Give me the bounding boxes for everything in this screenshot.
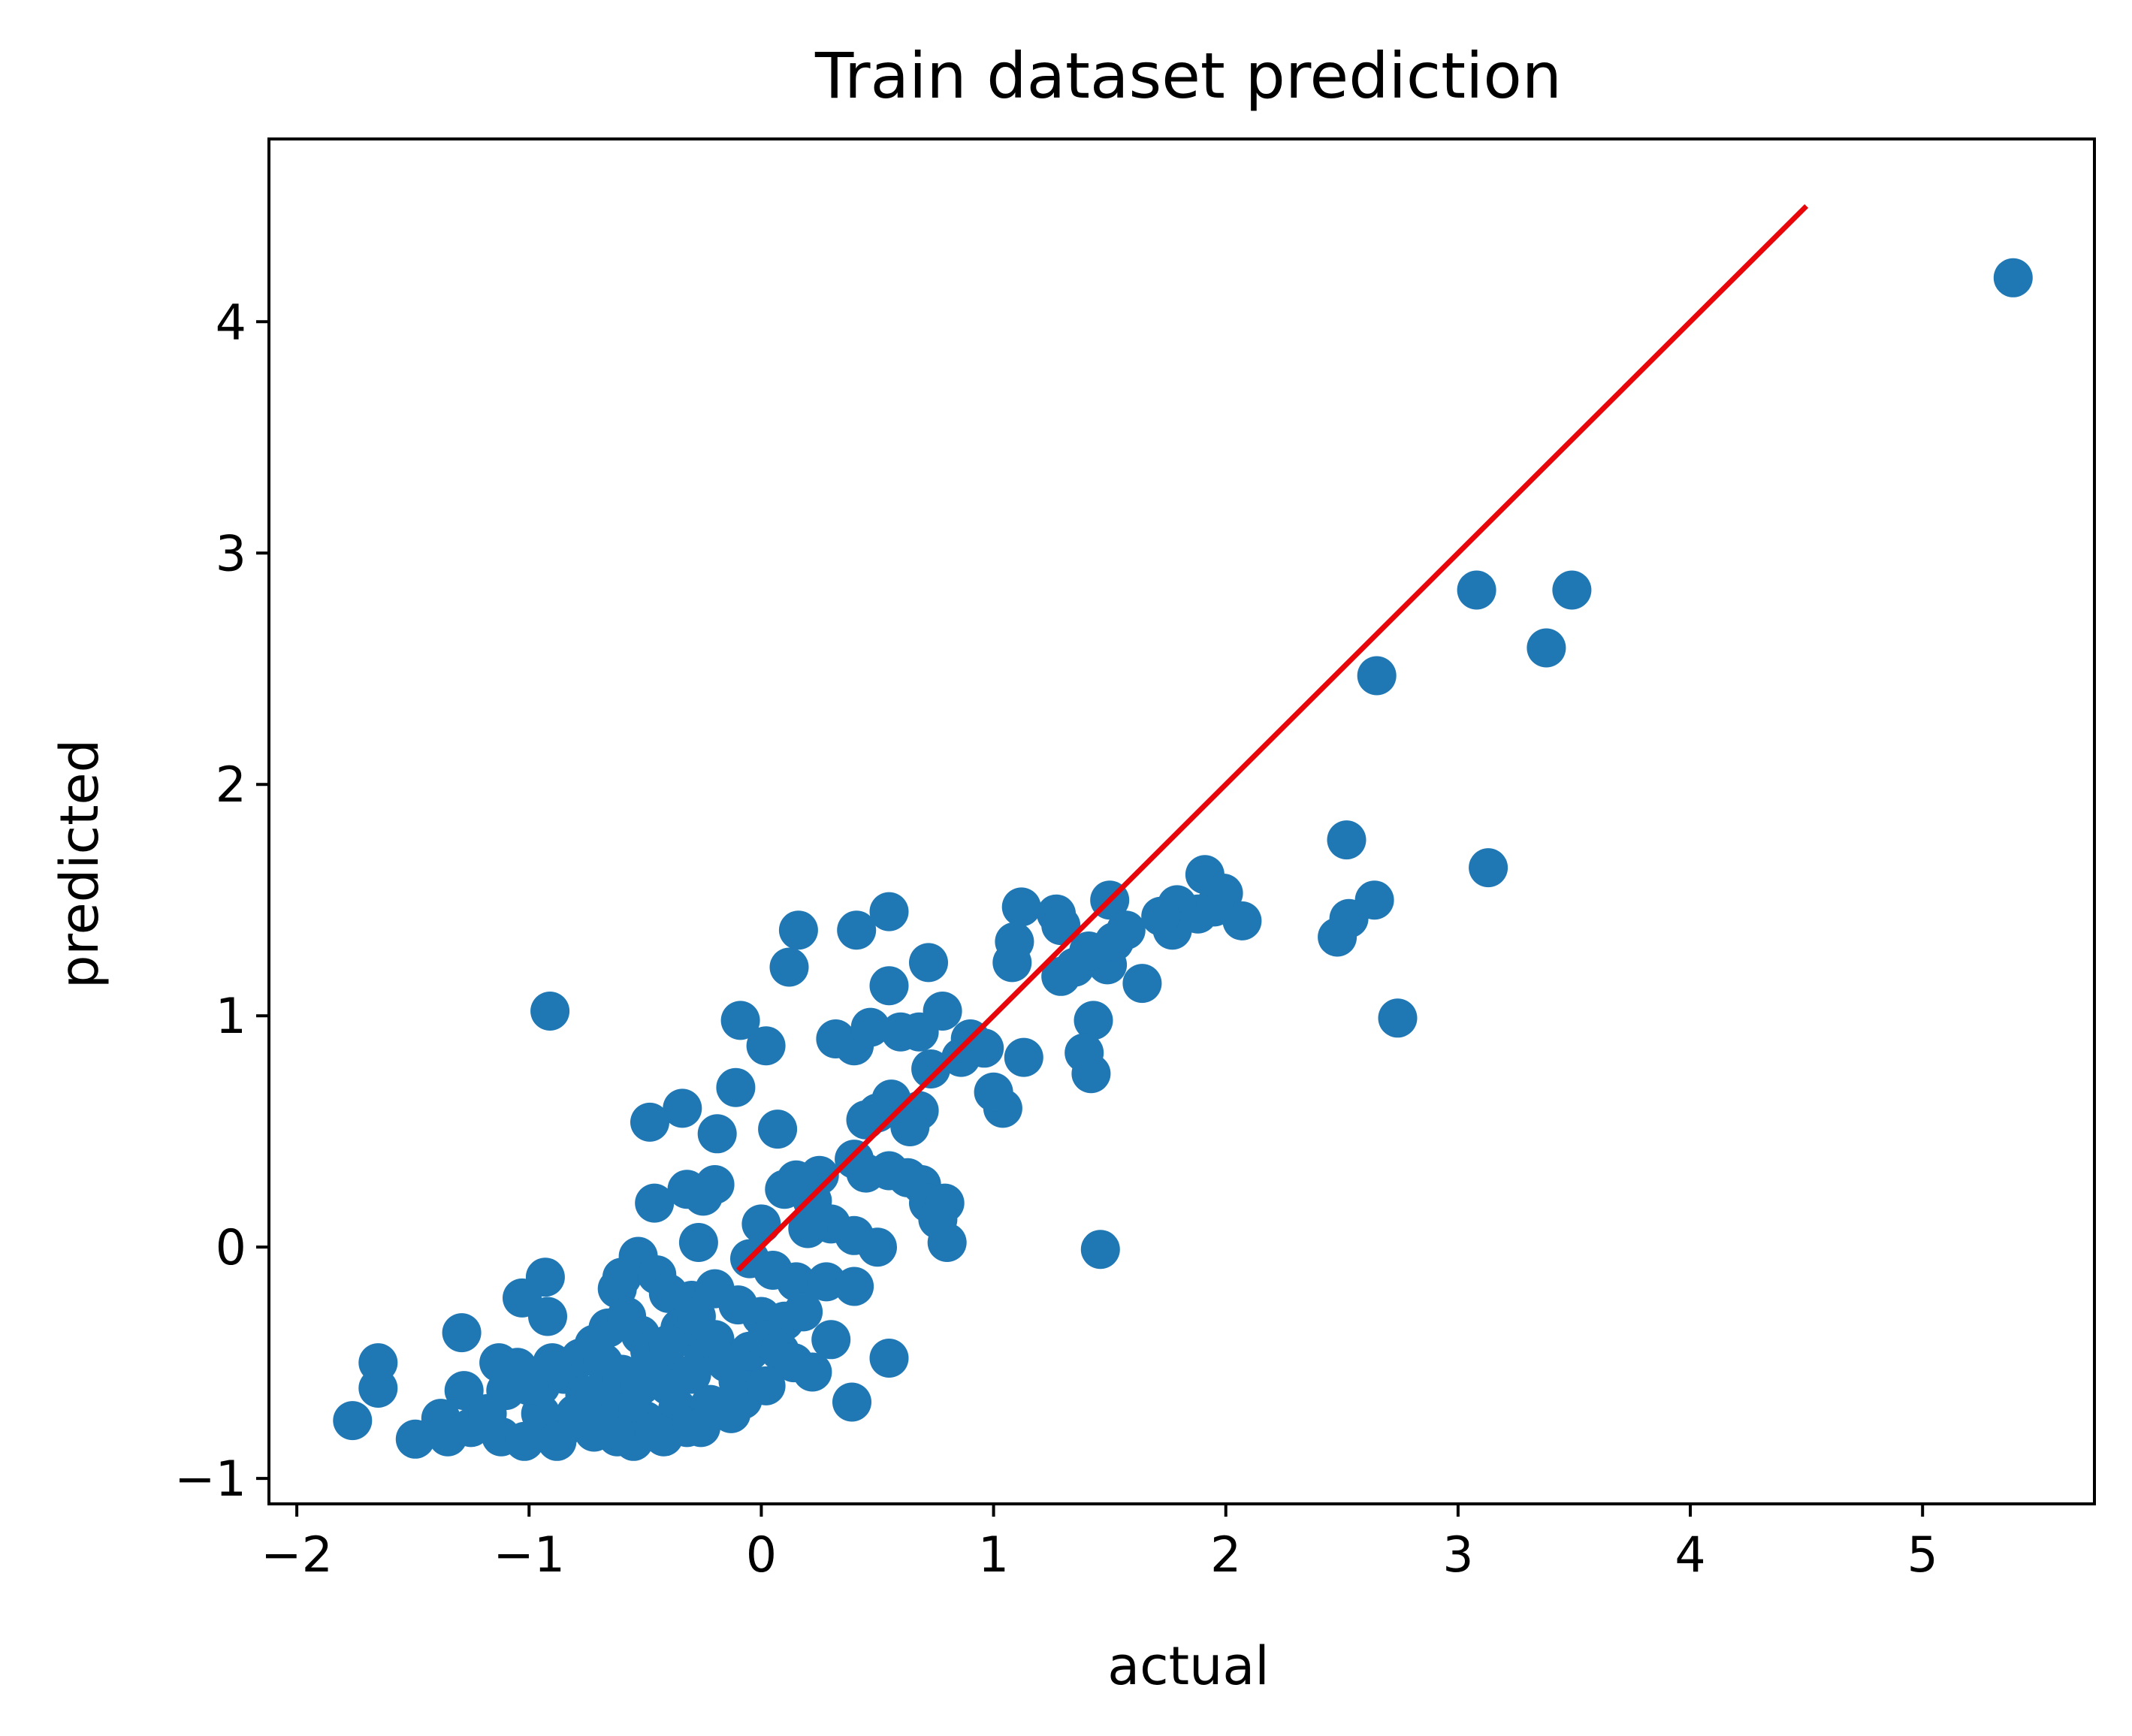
x-tick-label: −2 — [261, 1527, 333, 1584]
data-point — [635, 1183, 675, 1223]
y-tick-label: 2 — [216, 757, 246, 814]
x-axis-label: actual — [1107, 1635, 1270, 1697]
data-point — [1122, 964, 1162, 1004]
scatter-points — [333, 258, 2033, 1461]
data-point — [909, 943, 948, 983]
data-point — [1069, 931, 1109, 971]
data-point — [741, 1204, 781, 1244]
y-tick-label: 1 — [216, 989, 246, 1045]
reference-line — [736, 204, 1809, 1273]
reference-line-layer — [736, 204, 1809, 1273]
data-point — [716, 1067, 756, 1107]
data-point — [676, 1297, 716, 1336]
data-point — [890, 1107, 930, 1146]
data-point — [869, 966, 909, 1006]
y-axis-ticks: −1 0 1 2 3 4 — [174, 294, 269, 1508]
y-tick-label: 3 — [216, 526, 246, 582]
data-point — [1993, 258, 2033, 297]
data-point — [911, 1049, 951, 1088]
data-point — [837, 910, 877, 950]
data-point — [784, 1292, 823, 1332]
data-point — [769, 947, 809, 987]
data-point — [835, 1267, 874, 1306]
data-point — [442, 1313, 482, 1353]
data-point — [648, 1324, 688, 1364]
data-point — [992, 943, 1032, 983]
x-tick-label: 3 — [1442, 1527, 1473, 1584]
data-point — [869, 892, 909, 931]
data-point — [663, 1088, 702, 1128]
data-point — [1074, 1001, 1113, 1040]
data-point — [776, 1262, 816, 1302]
data-point — [974, 1072, 1013, 1112]
data-point — [537, 1421, 577, 1461]
data-point — [1106, 910, 1146, 950]
data-point — [684, 1176, 723, 1216]
data-point — [602, 1257, 642, 1297]
data-point — [1004, 1037, 1043, 1077]
y-axis-label: predicted — [49, 739, 110, 989]
data-point — [927, 1223, 967, 1262]
data-point — [811, 1320, 851, 1360]
data-point — [746, 1026, 786, 1066]
data-point — [1141, 896, 1181, 936]
data-point — [720, 1001, 760, 1040]
chart-title: Train dataset prediction — [814, 39, 1562, 113]
data-point — [1457, 570, 1496, 610]
x-tick-label: 4 — [1674, 1527, 1705, 1584]
data-point — [697, 1114, 737, 1154]
data-point — [530, 992, 570, 1031]
data-point — [746, 1366, 786, 1405]
data-point — [509, 1366, 549, 1405]
data-point — [758, 1110, 798, 1149]
data-point — [681, 1408, 720, 1448]
data-point — [528, 1297, 567, 1336]
data-point — [1552, 570, 1592, 610]
data-point — [846, 1100, 886, 1140]
data-point — [1318, 917, 1357, 957]
data-point — [1064, 1033, 1104, 1073]
y-tick-label: −1 — [174, 1451, 246, 1508]
x-axis-ticks: −2 −1 0 1 2 3 4 5 — [261, 1504, 1938, 1584]
data-point — [1001, 887, 1041, 927]
data-point — [621, 1366, 660, 1405]
data-point — [850, 1007, 890, 1047]
data-point — [832, 1382, 871, 1422]
data-point — [1080, 1230, 1120, 1270]
data-point — [788, 1209, 828, 1248]
x-tick-label: 1 — [978, 1527, 1009, 1584]
data-point — [869, 1339, 909, 1378]
data-point — [630, 1102, 669, 1142]
x-tick-label: 5 — [1907, 1527, 1938, 1584]
y-tick-label: 4 — [216, 294, 246, 351]
x-tick-label: −1 — [493, 1527, 565, 1584]
data-point — [1357, 656, 1397, 696]
data-point — [778, 910, 818, 950]
data-point — [333, 1401, 373, 1441]
data-point — [1378, 998, 1418, 1038]
data-point — [1469, 848, 1508, 888]
data-point — [635, 1412, 675, 1452]
y-tick-label: 0 — [216, 1220, 246, 1276]
plot-frame — [267, 137, 2096, 1505]
data-point — [1327, 820, 1366, 860]
data-point — [965, 1028, 1004, 1068]
data-point — [1527, 628, 1566, 668]
x-tick-label: 2 — [1210, 1527, 1241, 1584]
data-point — [923, 992, 962, 1031]
data-point — [793, 1352, 832, 1392]
data-point — [678, 1223, 718, 1262]
x-tick-label: 0 — [746, 1527, 777, 1584]
data-point — [358, 1369, 398, 1408]
